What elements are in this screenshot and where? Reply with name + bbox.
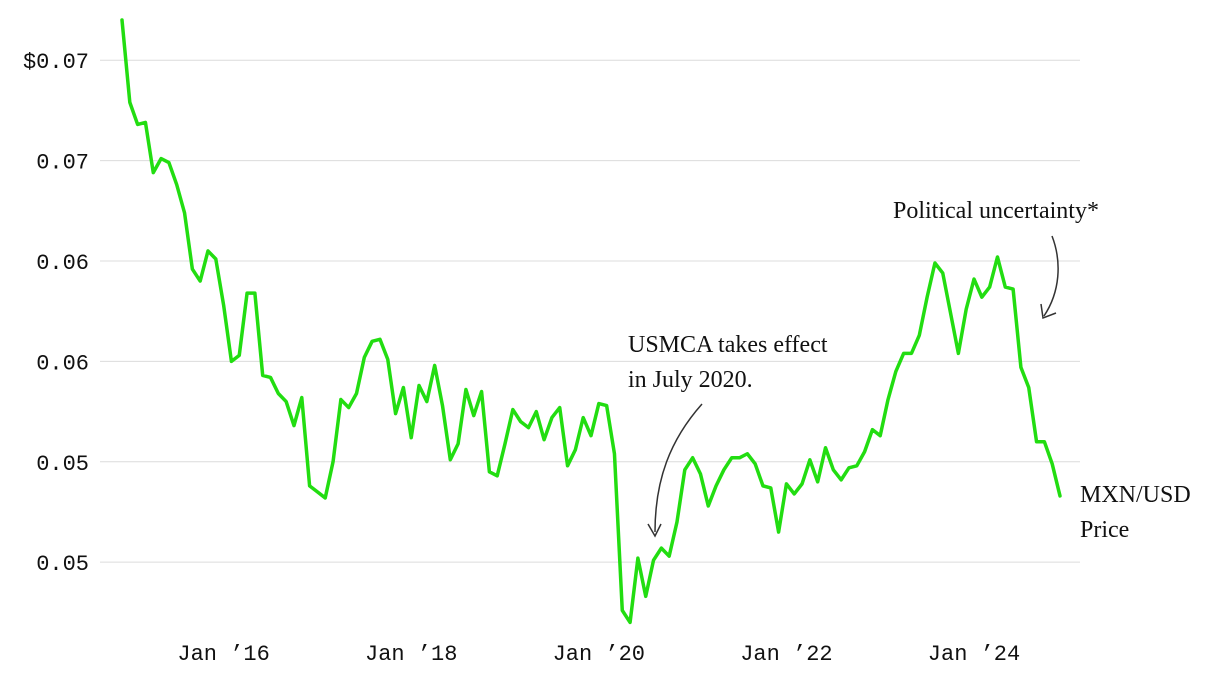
x-tick-label: Jan ’22 bbox=[740, 642, 832, 667]
data-line bbox=[120, 18, 1062, 625]
y-tick-label: $0.07 bbox=[23, 50, 89, 75]
x-tick-label: Jan ’16 bbox=[177, 642, 269, 667]
y-tick-label: 0.06 bbox=[36, 351, 89, 376]
annotation: Political uncertainty* bbox=[893, 198, 1099, 224]
x-tick-label: Jan ’20 bbox=[553, 642, 645, 667]
annotation: USMCA takes effect bbox=[628, 332, 828, 358]
x-tick-label: Jan ’18 bbox=[365, 642, 457, 667]
annotation-arrow bbox=[654, 403, 703, 533]
annotation-arrow-head bbox=[1040, 303, 1057, 320]
annotation: in July 2020. bbox=[628, 367, 753, 393]
annotation-arrow bbox=[1043, 235, 1059, 317]
y-tick-label: 0.05 bbox=[36, 452, 89, 477]
y-tick-label: 0.05 bbox=[36, 552, 89, 577]
x-tick-label: Jan ’24 bbox=[928, 642, 1020, 667]
y-tick-label: 0.06 bbox=[36, 251, 89, 276]
y-tick-label: 0.07 bbox=[36, 151, 89, 176]
series-label: MXN/USD Price bbox=[1080, 482, 1191, 543]
annotation-arrow-head bbox=[647, 523, 662, 538]
